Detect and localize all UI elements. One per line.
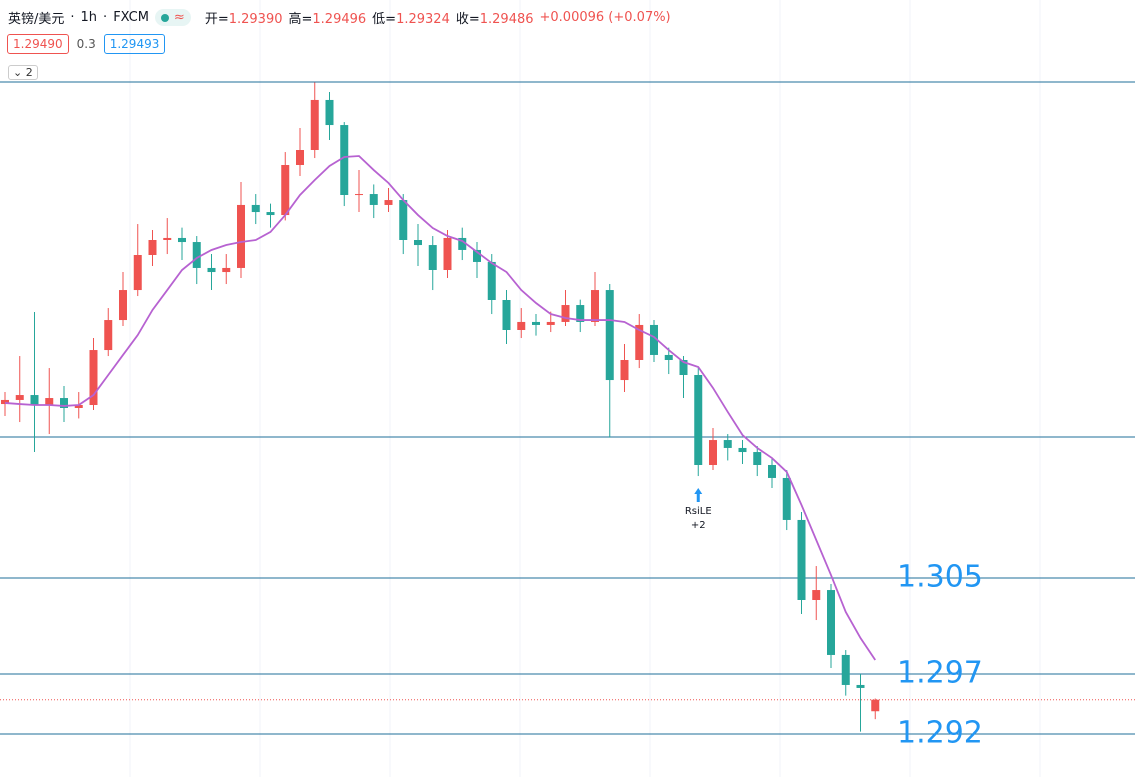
ohlc-low: 低=1.29324 [372,8,450,27]
candle-body [1,399,9,405]
candle-body [517,321,526,330]
label: 低= [372,12,397,27]
spread: 0.3 [76,37,96,51]
candle-body [546,321,555,325]
candle-body [119,290,127,321]
candle-body [428,245,437,270]
candle-body [532,321,540,325]
candle-body [620,360,629,381]
value: 1.29324 [396,12,450,27]
candle-body [635,324,644,360]
candle-body [133,255,142,291]
quote-row: 1.29490 0.3 1.29493 [7,34,166,54]
label: 开= [204,12,229,27]
bid[interactable]: 1.29490 [7,34,69,54]
candle-body [148,240,157,255]
candle-body [827,590,835,655]
candle-body [384,200,393,205]
candle-body [369,194,378,205]
value: 1.29390 [228,12,283,27]
candle-body [709,440,717,465]
candle-body [856,684,865,688]
candle-body [502,300,511,330]
candle-body [222,267,231,273]
candle-body [738,447,747,453]
candle-body [266,212,275,216]
status-dot [160,13,169,22]
candle-body [458,237,467,250]
candle-body [605,290,614,381]
candle-body [30,395,39,405]
label: 高= [288,12,313,27]
candle-body [443,237,452,270]
interval[interactable]: 1h [80,10,98,25]
candle-body [178,237,186,243]
candle-body [723,440,732,448]
status-pill[interactable]: ≈ [154,9,191,26]
candle-body [60,398,68,408]
candle-body [414,240,422,246]
candle-body [15,395,24,400]
candle-body [281,165,290,216]
candle-body [650,324,658,355]
candle-body [871,699,880,712]
signal-qty: +2 [691,520,706,531]
label: 收= [455,12,480,27]
candle-body [841,654,850,685]
count: 2 [25,66,33,79]
candle-body [74,405,83,408]
ask[interactable]: 1.29493 [103,34,166,54]
symbol[interactable]: 英镑/美元 [8,12,65,27]
signal-arrow [694,488,703,503]
candle-body [104,320,113,351]
sep: · [70,10,75,25]
sep: · [103,10,108,25]
candle-body [812,590,821,600]
candle-body [163,237,172,240]
ohlc-high: 高=1.29496 [289,8,367,27]
candle-body [487,261,496,300]
candle-body [89,350,98,405]
candle-body [473,249,481,262]
change: +0.00096 (+0.07%) [539,10,671,25]
moving-average [4,155,876,661]
legend-header: 英镑/美元 · 1h · FXCM ≈ 开=1.29390 高=1.29496 低=… [8,8,671,27]
candle-body [591,290,599,322]
candle-body [561,305,570,322]
exchange: FXCM [113,10,149,25]
candle-body [325,99,334,126]
level-label: 1.305 [897,560,983,595]
candle-body [251,204,260,213]
candle-body [679,360,688,375]
candle-body [355,194,363,196]
level-label: 1.292 [897,716,983,751]
candle-body [340,125,349,195]
candle-body [694,375,703,465]
level-label: 1.297 [897,656,983,691]
value: 1.29496 [312,12,367,27]
candle-body [296,150,304,165]
candle-body [664,354,673,360]
value: 1.29486 [479,12,534,27]
badge: ≈ [173,10,185,25]
candle-body [237,204,245,268]
signal-label: RsiLE [685,506,712,517]
candle-body [310,99,319,150]
candle-body [797,519,806,600]
ohlc-close: 收=1.29486 [456,8,534,27]
candle-body [782,477,791,520]
ohlc-open: 开=1.29390 [205,8,283,27]
candle-body [768,465,776,478]
candle-body [753,452,762,465]
candle-body [207,267,216,273]
candle-body [45,398,54,405]
candle-body [192,242,201,268]
collapse-button[interactable]: ⌄ 2 [8,65,38,80]
candle-body [399,200,408,240]
candle-body [576,305,585,322]
